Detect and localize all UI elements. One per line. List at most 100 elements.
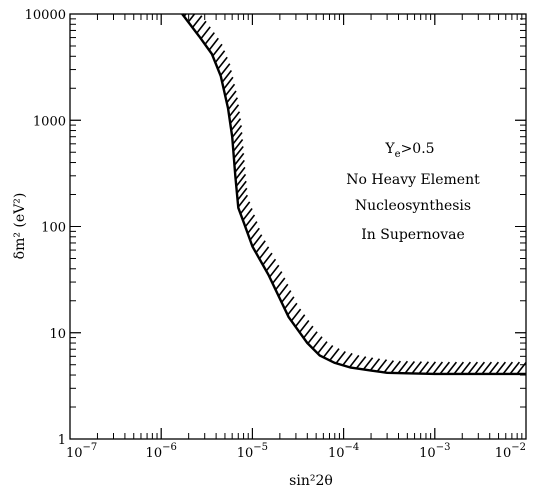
hatch-line	[283, 296, 295, 310]
hatch-line	[481, 361, 493, 375]
hatch-line	[446, 361, 458, 375]
hatch-line	[235, 173, 247, 187]
hatch-line	[317, 341, 328, 354]
hatch-line	[221, 70, 233, 83]
hatch-line	[244, 214, 256, 228]
x-tick-label: 10−7	[66, 442, 97, 461]
hatch-line	[290, 308, 302, 322]
hatch-line	[411, 361, 423, 374]
x-tick-label: 10−5	[237, 442, 268, 461]
x-tick-label: 10−6	[146, 442, 177, 461]
hatch-line	[495, 361, 507, 375]
hatch-line	[262, 252, 273, 266]
annotation-ye-symbol: Y	[384, 141, 395, 157]
hatch-line	[233, 152, 245, 166]
hatch-line	[255, 240, 266, 254]
hatch-line	[265, 258, 277, 272]
hatch-line	[277, 283, 289, 297]
exclusion-hatching	[183, 13, 527, 375]
hatch-line	[239, 201, 251, 215]
hatch-line	[231, 125, 243, 138]
hatch-line	[502, 361, 514, 375]
annotation-line-4: In Supernovae	[361, 227, 465, 243]
hatch-line	[204, 32, 215, 45]
hatch-line	[298, 320, 310, 333]
hatch-line	[232, 132, 243, 145]
hatch-line	[312, 336, 323, 349]
hatch-line	[227, 97, 239, 111]
y-tick-label: 100	[41, 221, 66, 236]
hatch-line	[432, 361, 444, 375]
hatch-line	[329, 348, 340, 361]
hatch-line	[404, 361, 416, 374]
hatch-line	[235, 166, 246, 180]
hatch-line	[214, 50, 226, 63]
hatch-line	[397, 360, 409, 374]
hatch-line	[212, 43, 223, 57]
exclusion-boundary-line	[181, 13, 526, 376]
hatch-line	[226, 90, 237, 104]
hatch-line	[376, 359, 388, 372]
hatch-line	[342, 352, 353, 366]
hatch-line	[274, 277, 286, 291]
hatch-line	[474, 361, 486, 375]
y-tick-label: 10	[49, 327, 66, 342]
hatch-line	[268, 264, 280, 278]
hatch-line	[335, 351, 346, 364]
hatch-line	[516, 362, 527, 375]
x-axis-label: sin²2θ	[289, 473, 333, 489]
hatch-line	[208, 37, 219, 51]
hatch-line	[362, 357, 374, 370]
hatch-line	[509, 361, 521, 375]
annotation-line-2: No Heavy Element	[346, 172, 480, 188]
annotation-line-3: Nucleosynthesis	[355, 198, 471, 214]
y-axis-label: δm² (eV²)	[12, 193, 28, 260]
hatch-line	[286, 302, 298, 316]
x-tick-label: 10−2	[495, 442, 526, 461]
hatch-line	[418, 361, 430, 375]
hatch-line	[488, 361, 500, 375]
hatch-line	[191, 15, 203, 28]
hatch-line	[228, 104, 240, 118]
hatch-line	[224, 83, 236, 97]
hatch-line	[247, 221, 258, 234]
hatch-line	[425, 361, 437, 375]
hatch-line	[322, 345, 334, 358]
y-tick-label: 10000	[25, 8, 66, 23]
hatch-line	[258, 246, 270, 260]
hatch-line	[302, 325, 314, 339]
y-tick-labels: 1 10 100 1000 10000	[25, 8, 66, 448]
hatch-line	[369, 358, 381, 371]
hatch-line	[355, 356, 367, 369]
hatch-line	[236, 180, 247, 194]
hatch-line	[230, 118, 242, 131]
hatch-line	[307, 331, 318, 345]
hatch-line	[229, 111, 241, 124]
hatch-line	[237, 194, 249, 208]
x-tick-label: 10−3	[419, 442, 450, 461]
hatch-line	[453, 361, 465, 375]
hatch-line	[236, 187, 248, 201]
hatch-line	[439, 361, 451, 375]
hatch-line	[217, 56, 228, 70]
annotation-ye-condition: Ye>0.5	[384, 141, 434, 160]
annotation-ye-value: >0.5	[401, 141, 435, 157]
x-tick-label: 10−4	[328, 442, 359, 461]
hatch-line	[249, 227, 260, 241]
y-tick-label: 1000	[33, 114, 66, 129]
hatch-line	[280, 290, 292, 303]
hatch-line	[294, 314, 306, 328]
hatch-line	[234, 159, 245, 173]
x-tick-labels: 10−7 10−6 10−5 10−4 10−3 10−2	[66, 442, 526, 461]
hatch-line	[390, 360, 402, 374]
hatch-line	[200, 26, 211, 40]
y-tick-label: 1	[58, 433, 66, 448]
hatch-line	[233, 146, 244, 159]
annotation-ye-subscript: e	[395, 149, 401, 160]
hatch-line	[187, 13, 196, 23]
hatch-line	[232, 139, 244, 152]
hatch-line	[348, 354, 360, 368]
hatch-line	[242, 208, 253, 221]
hatch-line	[383, 360, 395, 373]
